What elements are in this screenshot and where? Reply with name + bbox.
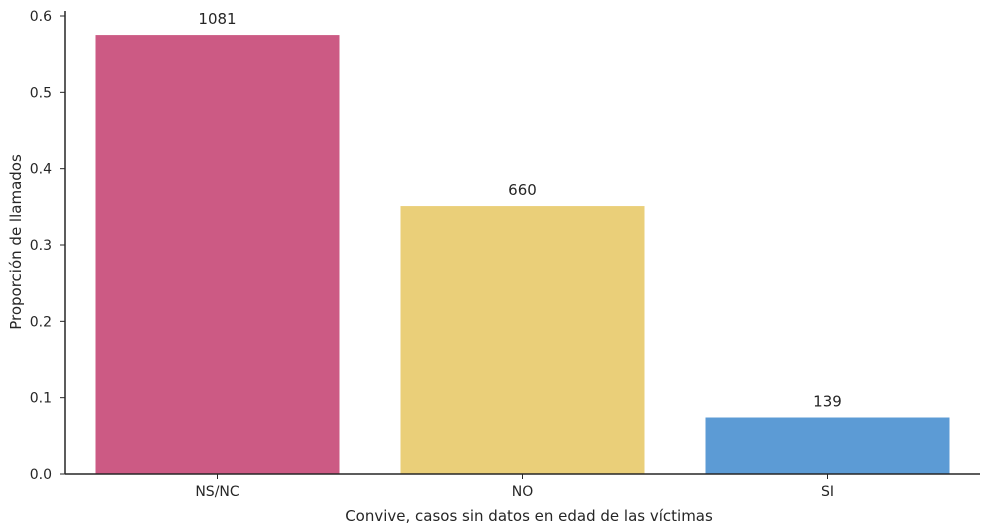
y-axis-ticks: 0.0 0.1 0.2 0.3 0.4 0.5 0.6 <box>30 9 65 483</box>
data-label: 660 <box>508 181 537 199</box>
x-tick-label: SI <box>821 484 834 500</box>
y-tick-label: 0.6 <box>30 9 52 25</box>
bar-si <box>705 417 950 474</box>
y-tick-label: 0.0 <box>30 467 52 483</box>
y-tick-label: 0.4 <box>30 162 52 178</box>
y-tick-label: 0.2 <box>30 314 52 330</box>
data-label: 1081 <box>198 10 236 28</box>
data-label: 139 <box>813 393 842 411</box>
x-tick-label: NS/NC <box>195 484 240 500</box>
y-tick-label: 0.5 <box>30 85 52 101</box>
y-axis-title: Proporción de llamados <box>7 154 25 330</box>
bar-ns-nc <box>95 35 340 474</box>
y-tick-label: 0.3 <box>30 238 52 254</box>
data-labels-group: 1081 660 139 <box>198 10 841 410</box>
y-tick-label: 0.1 <box>30 391 52 407</box>
bar-no <box>400 206 645 474</box>
bars-group <box>95 35 950 474</box>
x-axis-title: Convive, casos sin datos en edad de las … <box>345 507 713 525</box>
x-axis-ticks: NS/NC NO SI <box>195 474 834 500</box>
x-tick-label: NO <box>512 484 534 500</box>
